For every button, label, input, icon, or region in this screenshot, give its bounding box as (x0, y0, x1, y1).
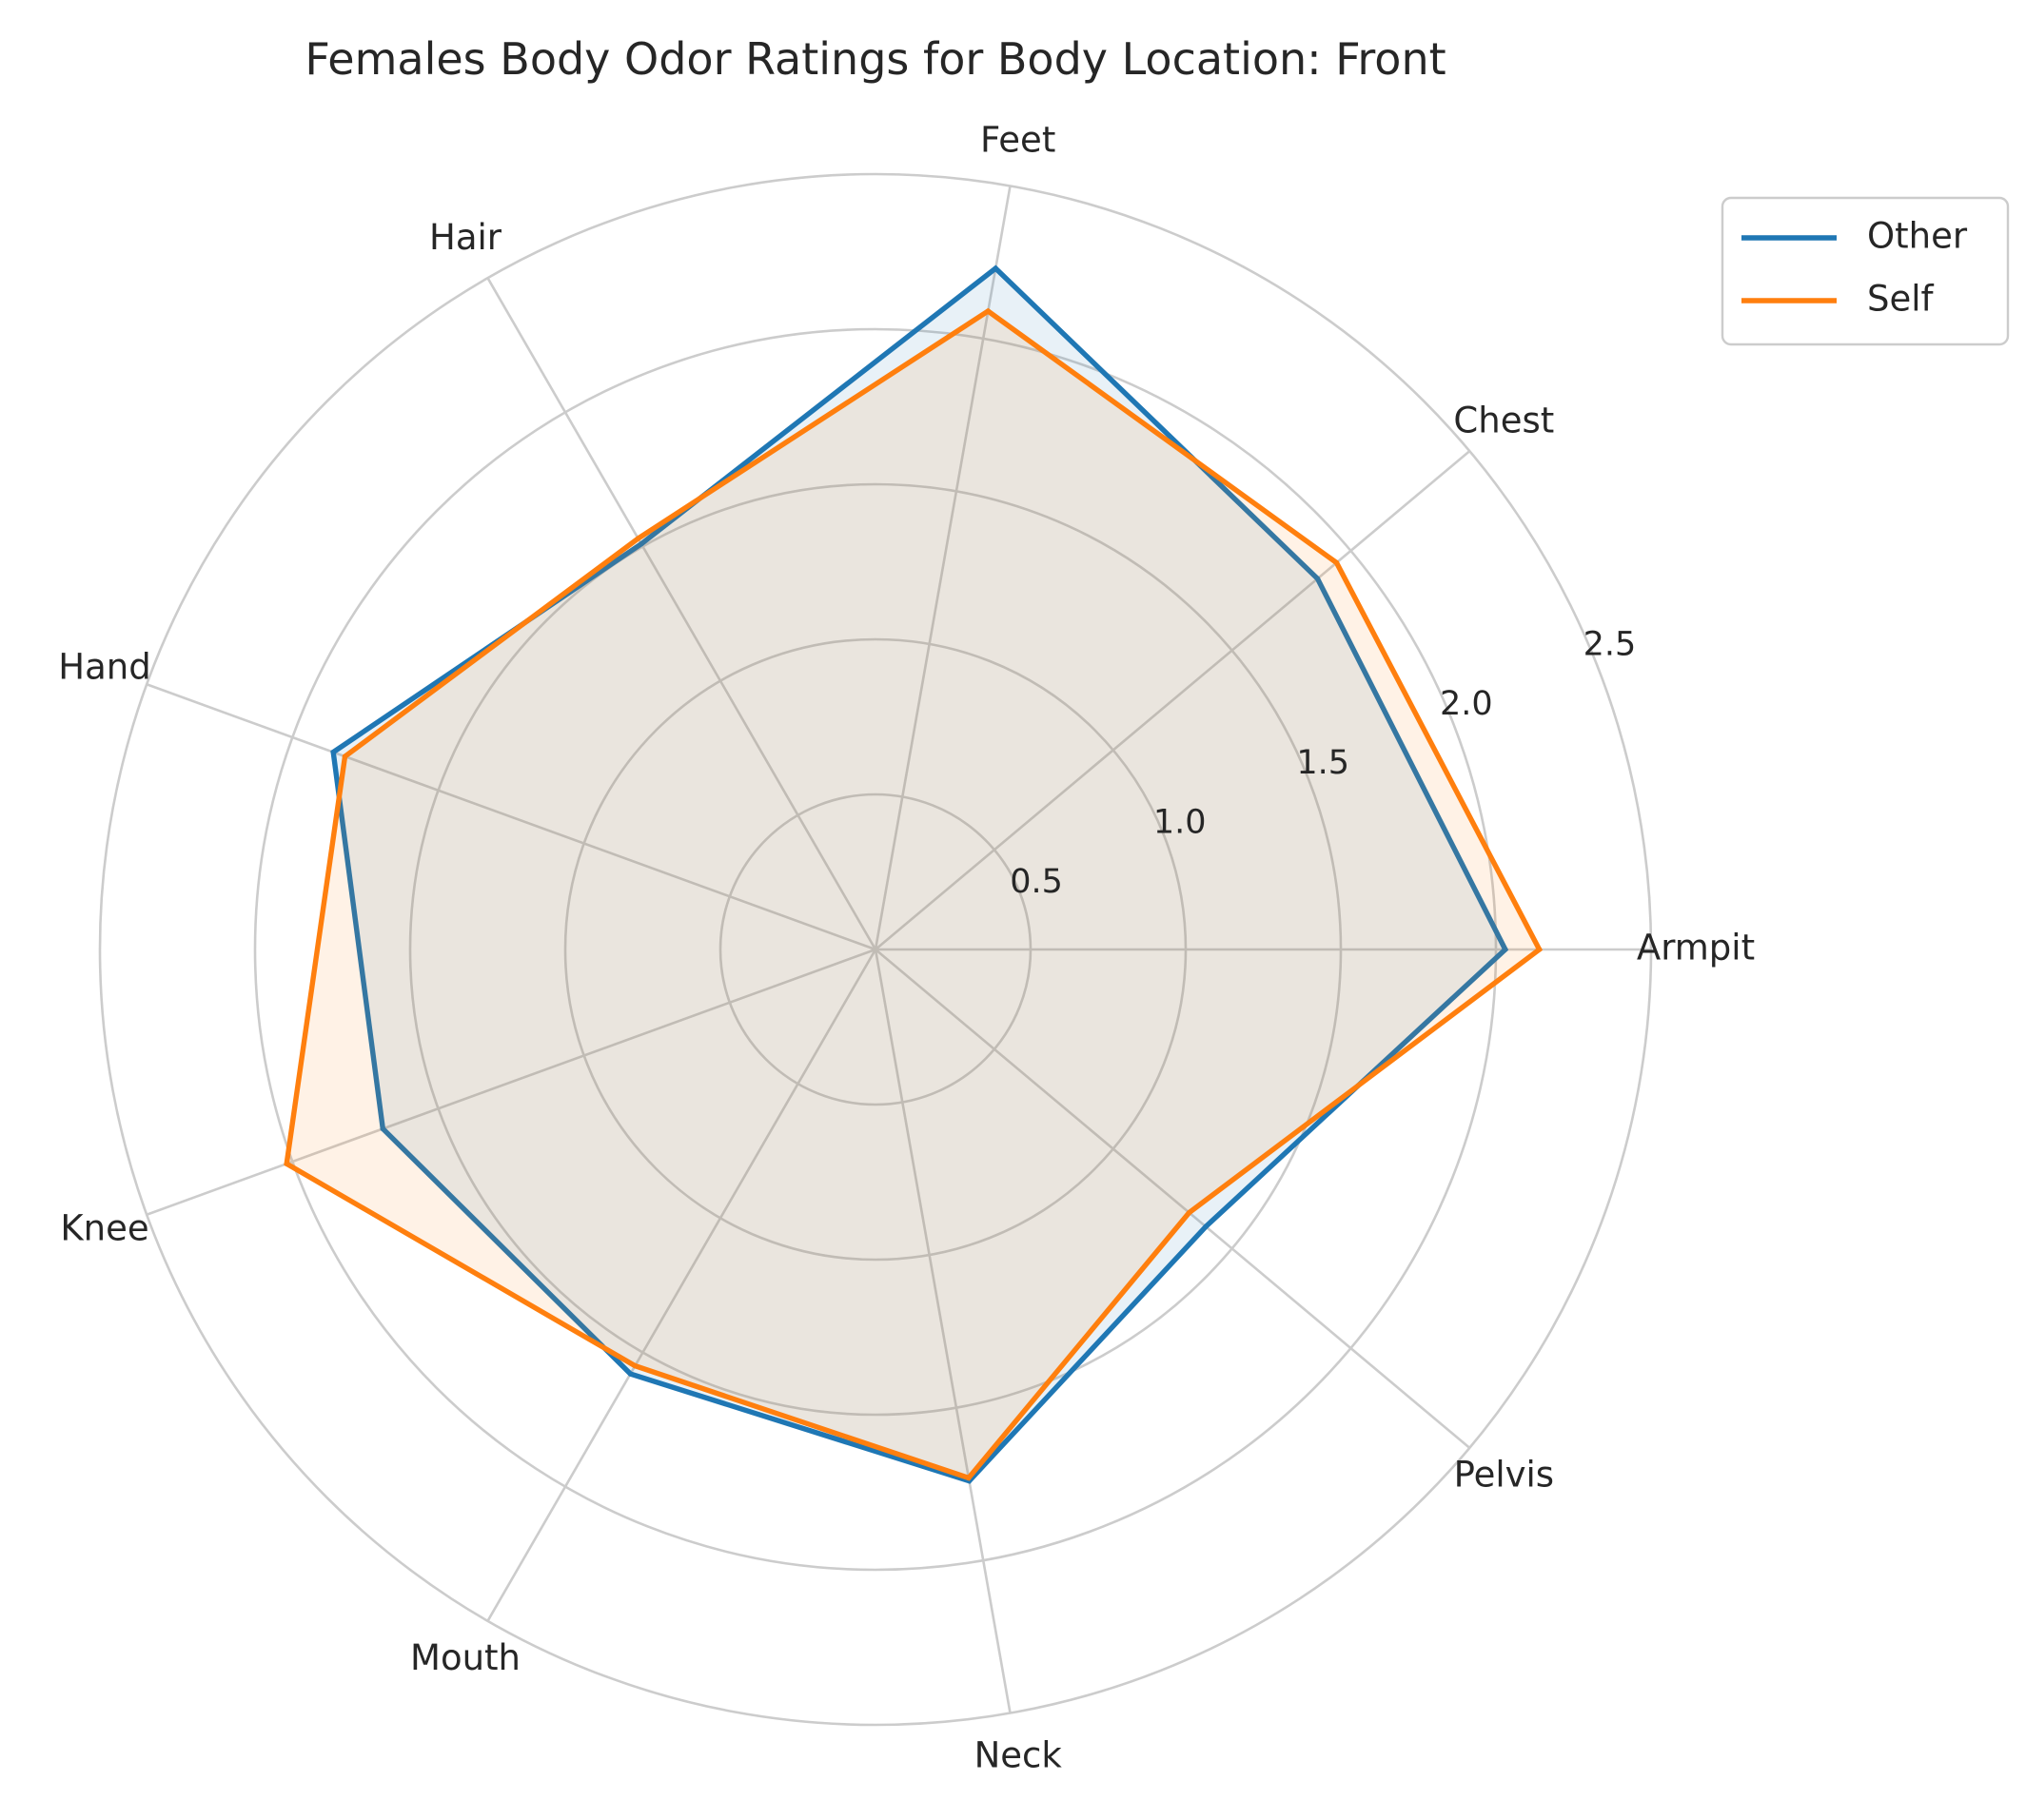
series-other-area (333, 268, 1505, 1481)
series-other-point-feet (993, 265, 998, 271)
tick-label: 2.0 (1440, 685, 1493, 723)
category-label-knee: Knee (60, 1207, 148, 1248)
series-self-point-feet (985, 308, 992, 314)
series-self-line (284, 307, 1544, 1481)
tick-label: 1.5 (1296, 744, 1349, 782)
legend: Other Self (1721, 196, 2010, 346)
category-labels: Armpit Chest Feet Hair Hand Knee Mouth Neck Pelv… (58, 120, 1755, 1776)
radial-ticks: 0.5 1.0 1.5 2.0 2.5 (1010, 625, 1636, 901)
category-label-armpit: Armpit (1637, 928, 1755, 969)
series-other-point-knee (380, 1125, 385, 1132)
category-label-hand: Hand (58, 647, 150, 688)
series-other-point-chest (1314, 576, 1321, 581)
category-label-mouth: Mouth (410, 1637, 521, 1678)
spoke-mouth (486, 949, 877, 1622)
category-label-hair: Hair (429, 217, 502, 258)
polar-grid (98, 172, 1653, 1727)
legend-label-self: Self (1867, 279, 1935, 320)
series-self-point-knee (284, 1161, 289, 1166)
category-label-pelvis: Pelvis (1454, 1455, 1555, 1496)
series-other-point-mouth (627, 1371, 634, 1377)
series-self-point-hand (342, 753, 348, 759)
chart-title: Females Body Odor Ratings for Body Locat… (305, 33, 1446, 85)
series-other-point-hand (330, 749, 336, 755)
series-other-line (330, 264, 1509, 1484)
series-other-point-pelvis (1203, 1223, 1209, 1229)
series-self-point-chest (1333, 559, 1340, 566)
category-label-chest: Chest (1453, 400, 1554, 440)
spoke-hand (146, 683, 876, 951)
tick-label: 1.0 (1153, 804, 1207, 842)
legend-frame (1721, 196, 2010, 346)
series-self-point-neck (966, 1475, 972, 1481)
tick-label: 2.5 (1583, 625, 1637, 663)
spoke-knee (146, 948, 876, 1216)
series-other-point-armpit (1503, 947, 1508, 952)
series-self-point-armpit (1536, 947, 1543, 952)
series-self-area (286, 311, 1540, 1478)
category-label-neck: Neck (974, 1734, 1063, 1775)
spoke-hair (486, 277, 877, 950)
series-layer (284, 264, 1544, 1484)
series-self-point-pelvis (1186, 1209, 1192, 1216)
series-other-point-hair (639, 540, 644, 547)
series-self-point-hair (635, 536, 641, 541)
category-label-feet: Feet (980, 120, 1055, 161)
spoke-pelvis (875, 949, 1471, 1449)
spoke-chest (875, 450, 1471, 950)
legend-label-other: Other (1867, 216, 1968, 257)
spoke-neck (874, 949, 1012, 1713)
series-self-point-mouth (632, 1362, 639, 1369)
tick-label: 0.5 (1010, 863, 1063, 901)
